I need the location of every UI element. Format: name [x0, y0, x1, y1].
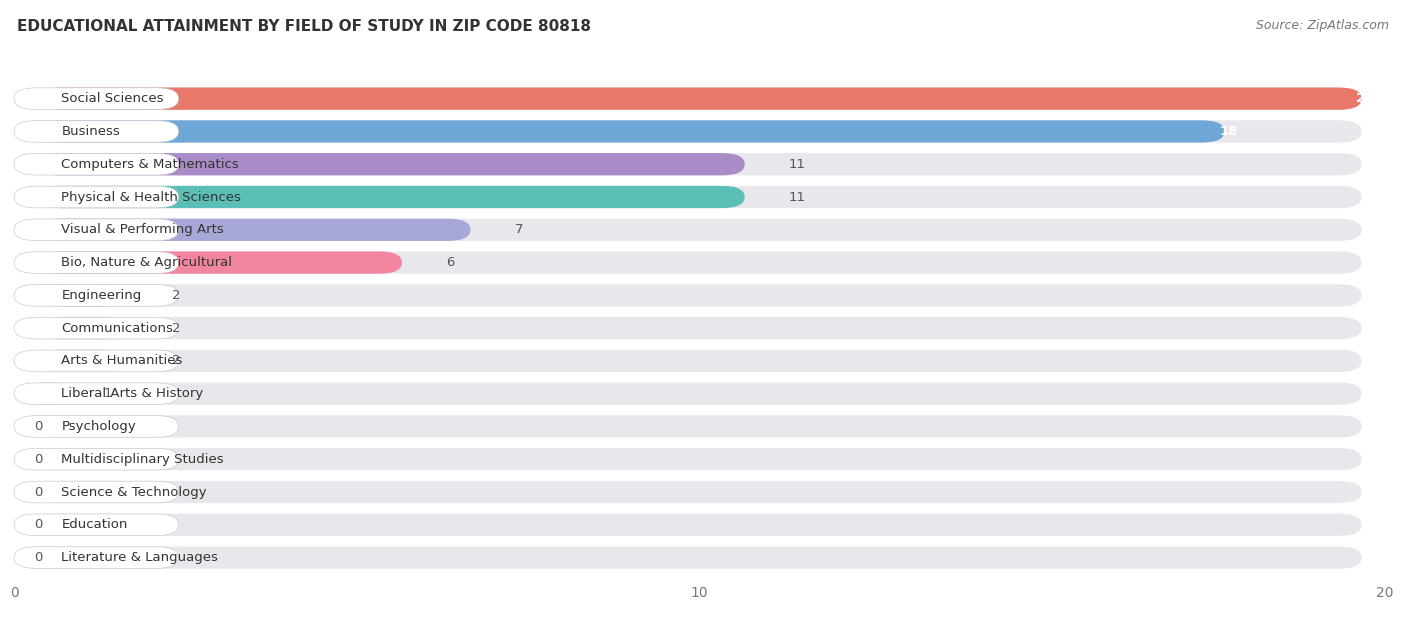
Text: 7: 7 — [515, 223, 523, 236]
Text: Business: Business — [62, 125, 120, 138]
Text: Bio, Nature & Agricultural: Bio, Nature & Agricultural — [62, 256, 232, 269]
Text: 20: 20 — [1357, 92, 1375, 105]
FancyBboxPatch shape — [38, 481, 1361, 503]
Text: 11: 11 — [789, 191, 806, 204]
FancyBboxPatch shape — [38, 448, 1361, 470]
FancyBboxPatch shape — [38, 251, 1361, 274]
FancyBboxPatch shape — [38, 153, 745, 175]
Text: 18: 18 — [1219, 125, 1237, 138]
FancyBboxPatch shape — [14, 449, 179, 470]
FancyBboxPatch shape — [14, 416, 179, 437]
FancyBboxPatch shape — [38, 317, 128, 339]
FancyBboxPatch shape — [14, 252, 179, 273]
Text: EDUCATIONAL ATTAINMENT BY FIELD OF STUDY IN ZIP CODE 80818: EDUCATIONAL ATTAINMENT BY FIELD OF STUDY… — [17, 19, 591, 34]
Text: 0: 0 — [35, 452, 44, 466]
Text: Literature & Languages: Literature & Languages — [62, 551, 218, 564]
FancyBboxPatch shape — [38, 153, 1361, 175]
FancyBboxPatch shape — [38, 284, 1361, 307]
Text: Source: ZipAtlas.com: Source: ZipAtlas.com — [1256, 19, 1389, 32]
FancyBboxPatch shape — [38, 121, 1225, 143]
FancyBboxPatch shape — [38, 121, 1361, 143]
Text: Education: Education — [62, 518, 128, 531]
Text: 0: 0 — [35, 518, 44, 531]
Text: Engineering: Engineering — [62, 289, 142, 302]
Text: 2: 2 — [172, 322, 180, 334]
FancyBboxPatch shape — [38, 186, 1361, 208]
Text: Liberal Arts & History: Liberal Arts & History — [62, 387, 204, 400]
FancyBboxPatch shape — [38, 251, 402, 274]
FancyBboxPatch shape — [14, 546, 179, 569]
FancyBboxPatch shape — [14, 285, 179, 306]
FancyBboxPatch shape — [38, 218, 1361, 241]
FancyBboxPatch shape — [14, 121, 179, 142]
FancyBboxPatch shape — [14, 481, 179, 503]
FancyBboxPatch shape — [14, 219, 179, 240]
Text: Science & Technology: Science & Technology — [62, 485, 207, 498]
Text: Physical & Health Sciences: Physical & Health Sciences — [62, 191, 242, 204]
Text: Communications: Communications — [62, 322, 173, 334]
FancyBboxPatch shape — [38, 88, 1361, 110]
FancyBboxPatch shape — [38, 514, 1361, 536]
Text: Multidisciplinary Studies: Multidisciplinary Studies — [62, 452, 224, 466]
FancyBboxPatch shape — [38, 382, 1361, 405]
FancyBboxPatch shape — [14, 514, 179, 536]
FancyBboxPatch shape — [14, 88, 179, 110]
Text: Arts & Humanities: Arts & Humanities — [62, 355, 183, 367]
Text: 1: 1 — [103, 387, 111, 400]
FancyBboxPatch shape — [14, 186, 179, 208]
FancyBboxPatch shape — [38, 218, 471, 241]
Text: Visual & Performing Arts: Visual & Performing Arts — [62, 223, 224, 236]
Text: 0: 0 — [35, 485, 44, 498]
Text: 0: 0 — [35, 551, 44, 564]
Text: 0: 0 — [35, 420, 44, 433]
Text: 6: 6 — [446, 256, 454, 269]
FancyBboxPatch shape — [38, 546, 1361, 569]
FancyBboxPatch shape — [38, 88, 1361, 110]
FancyBboxPatch shape — [14, 317, 179, 339]
FancyBboxPatch shape — [38, 317, 1361, 339]
Text: 2: 2 — [172, 355, 180, 367]
Text: Computers & Mathematics: Computers & Mathematics — [62, 158, 239, 171]
FancyBboxPatch shape — [38, 284, 128, 307]
Text: 2: 2 — [172, 289, 180, 302]
FancyBboxPatch shape — [14, 383, 179, 404]
FancyBboxPatch shape — [38, 415, 1361, 438]
Text: Social Sciences: Social Sciences — [62, 92, 165, 105]
FancyBboxPatch shape — [14, 153, 179, 175]
FancyBboxPatch shape — [37, 382, 60, 405]
Text: 11: 11 — [789, 158, 806, 171]
FancyBboxPatch shape — [38, 350, 1361, 372]
FancyBboxPatch shape — [38, 350, 128, 372]
FancyBboxPatch shape — [14, 350, 179, 372]
FancyBboxPatch shape — [38, 186, 745, 208]
Text: Psychology: Psychology — [62, 420, 136, 433]
